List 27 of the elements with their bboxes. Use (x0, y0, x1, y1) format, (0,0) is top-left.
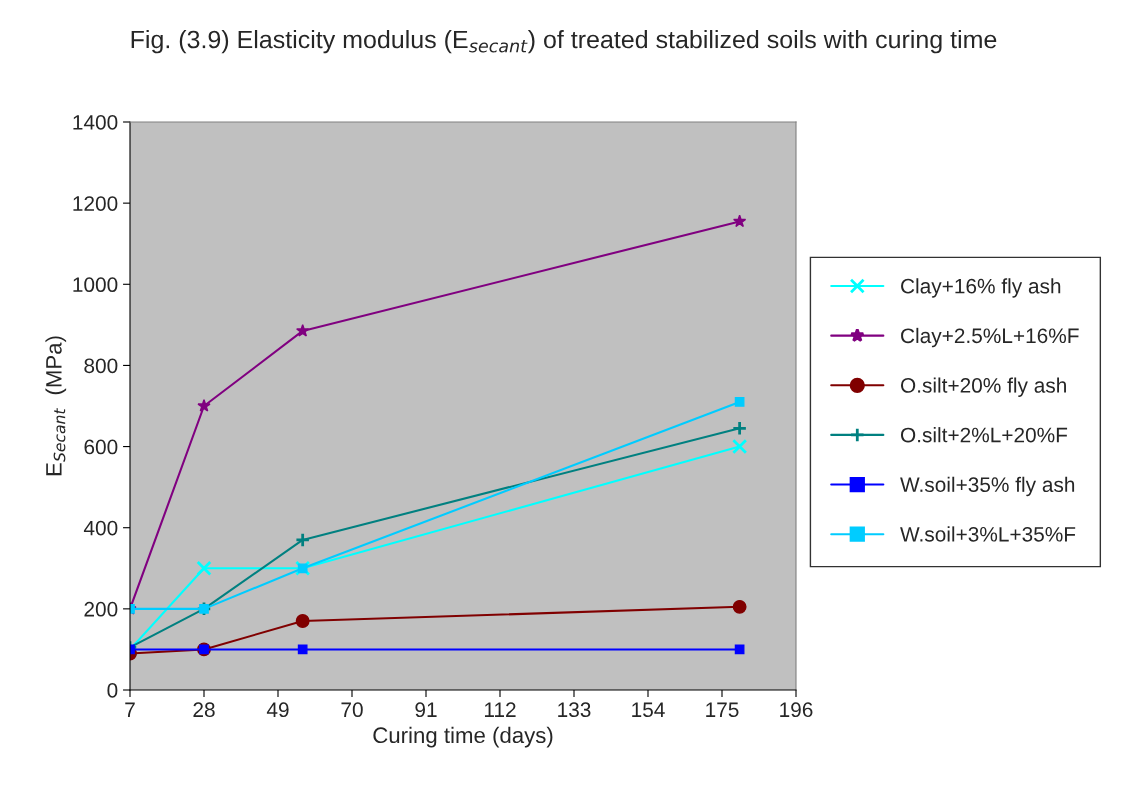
x-tick-label: 133 (558, 702, 591, 718)
legend-label: O.silt+20% fly ash (900, 377, 1066, 397)
y-tick-label: 1200 (73, 196, 118, 211)
y-tick-label: 600 (84, 439, 118, 455)
y-tick-label: 1000 (73, 277, 118, 293)
legend-label: W.soil+35% fly ash (900, 476, 1075, 497)
chart-title: Fig. (3.9) Elasticity modulus (E$_{secant}$) of treated stabilized soils with curing time (131, 30, 997, 54)
y-tick-label: 200 (84, 601, 118, 617)
y-tick-label: 800 (84, 358, 118, 374)
x-tick-label: 70 (341, 702, 363, 718)
legend-label: Clay+2.5%L+16%F (901, 327, 1079, 348)
x-tick-label: 28 (193, 702, 215, 718)
x-tick-label: 154 (632, 702, 665, 718)
legend-label: W.soil+3%L+35%F (900, 526, 1076, 542)
x-axis-title: Curing time (days) (373, 726, 553, 748)
x-tick-label: 175 (706, 702, 739, 718)
y-tick-label: 400 (83, 520, 118, 536)
x-tick-label: 196 (780, 702, 813, 718)
y-tick-label: 1400 (73, 115, 118, 130)
x-tick-label: 7 (125, 702, 135, 717)
y-tick-label: 0 (107, 683, 118, 698)
y-axis-title: E$_{Secant}$ (MPa) (45, 336, 67, 476)
legend-label: O.silt+2%L+20%F (900, 427, 1068, 443)
legend-label: Clay+16% fly ash (901, 278, 1061, 298)
x-tick-label: 112 (484, 702, 516, 717)
x-tick-label: 91 (415, 702, 437, 718)
x-tick-label: 49 (266, 702, 289, 718)
